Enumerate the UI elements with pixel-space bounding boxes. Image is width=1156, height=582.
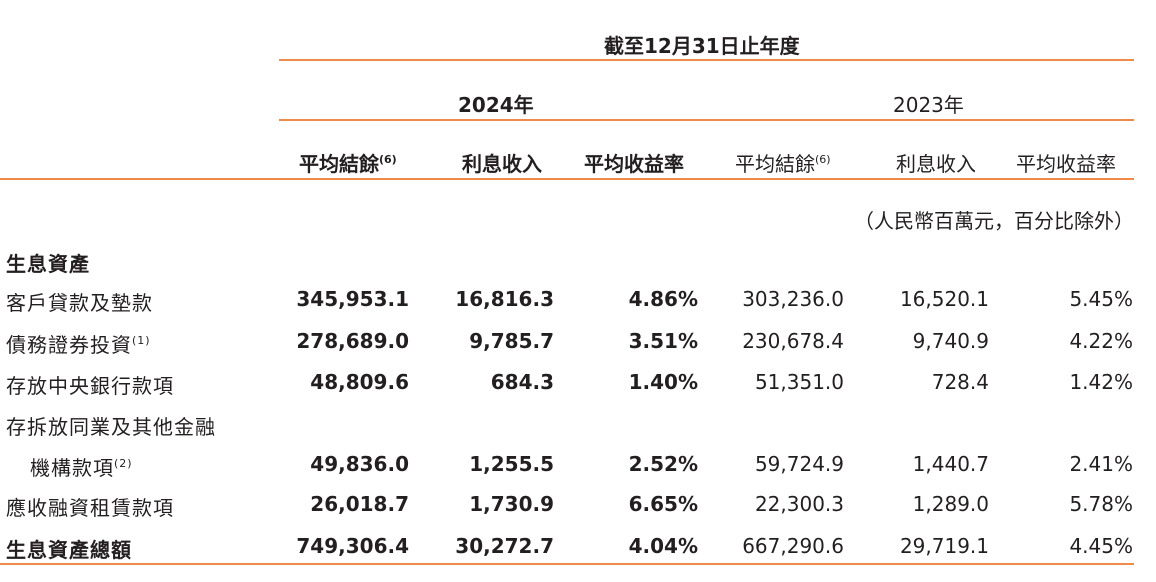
value-2023-col2: 16,520.1 bbox=[899, 287, 989, 311]
year-2023-header: 2023年 bbox=[893, 93, 964, 117]
value-2024-col2: 1,730.9 bbox=[469, 492, 554, 516]
col-2023-interest-income: 利息收入 bbox=[896, 152, 976, 176]
value-2023-col1: 51,351.0 bbox=[754, 370, 844, 394]
value-2023-col3: 4.22% bbox=[1069, 329, 1133, 353]
year-divider bbox=[279, 119, 1134, 121]
value-2024-col3: 6.65% bbox=[628, 492, 698, 516]
value-2024-col1: 49,836.0 bbox=[310, 452, 409, 476]
value-2024-col3: 2.52% bbox=[628, 452, 698, 476]
value-2024-col2: 16,816.3 bbox=[455, 287, 554, 311]
value-2023-col3: 5.45% bbox=[1069, 287, 1133, 311]
row-label: 存拆放同業及其他金融 bbox=[6, 415, 216, 439]
value-2024-col2: 9,785.7 bbox=[469, 329, 554, 353]
value-2024-col2: 30,272.7 bbox=[455, 534, 554, 558]
value-2023-col3: 2.41% bbox=[1069, 452, 1133, 476]
row-label: 存放中央銀行款項 bbox=[6, 374, 174, 398]
value-2024-col3: 4.04% bbox=[628, 534, 698, 558]
value-2023-col2: 1,289.0 bbox=[912, 492, 989, 516]
unit-note: （人民幣百萬元，百分比除外） bbox=[854, 209, 1134, 233]
value-2023-col3: 4.45% bbox=[1069, 534, 1133, 558]
value-2024-col1: 749,306.4 bbox=[296, 534, 409, 558]
col-2024-interest-income: 利息收入 bbox=[462, 152, 542, 176]
value-2024-col3: 3.51% bbox=[628, 329, 698, 353]
value-2024-col1: 26,018.7 bbox=[310, 492, 409, 516]
value-2023-col3: 1.42% bbox=[1069, 370, 1133, 394]
value-2023-col2: 1,440.7 bbox=[912, 452, 989, 476]
column-header-divider bbox=[0, 178, 1134, 180]
value-2023-col2: 728.4 bbox=[931, 370, 989, 394]
value-2024-col1: 278,689.0 bbox=[296, 329, 409, 353]
col-2023-avg-yield: 平均收益率 bbox=[1016, 152, 1116, 176]
total-label: 生息資產總額 bbox=[6, 538, 132, 562]
row-label: 客戶貸款及墊款 bbox=[6, 291, 153, 315]
section-title: 生息資產 bbox=[6, 252, 90, 276]
header-divider-top bbox=[279, 59, 1134, 61]
value-2023-col2: 9,740.9 bbox=[912, 329, 989, 353]
total-divider bbox=[0, 563, 1134, 565]
value-2024-col2: 684.3 bbox=[490, 370, 554, 394]
col-2024-avg-balance: 平均結餘(6) bbox=[299, 152, 397, 176]
value-2023-col1: 303,236.0 bbox=[742, 287, 844, 311]
value-2024-col3: 1.40% bbox=[628, 370, 698, 394]
value-2023-col1: 59,724.9 bbox=[754, 452, 844, 476]
value-2024-col3: 4.86% bbox=[628, 287, 698, 311]
value-2024-col1: 345,953.1 bbox=[296, 287, 409, 311]
value-2023-col1: 230,678.4 bbox=[742, 329, 844, 353]
value-2023-col2: 29,719.1 bbox=[899, 534, 989, 558]
row-label: 債務證券投資(1) bbox=[6, 333, 151, 357]
value-2023-col3: 5.78% bbox=[1069, 492, 1133, 516]
row-label-continued: 機構款項(2) bbox=[30, 456, 133, 480]
col-2023-avg-balance: 平均結餘(6) bbox=[735, 152, 831, 176]
col-2024-avg-yield: 平均收益率 bbox=[584, 152, 684, 176]
value-2024-col1: 48,809.6 bbox=[310, 370, 409, 394]
row-label: 應收融資租賃款項 bbox=[6, 496, 174, 520]
value-2023-col1: 667,290.6 bbox=[742, 534, 844, 558]
period-header: 截至12月31日止年度 bbox=[604, 34, 800, 58]
value-2024-col2: 1,255.5 bbox=[469, 452, 554, 476]
value-2023-col1: 22,300.3 bbox=[754, 492, 844, 516]
year-2024-header: 2024年 bbox=[458, 93, 534, 117]
